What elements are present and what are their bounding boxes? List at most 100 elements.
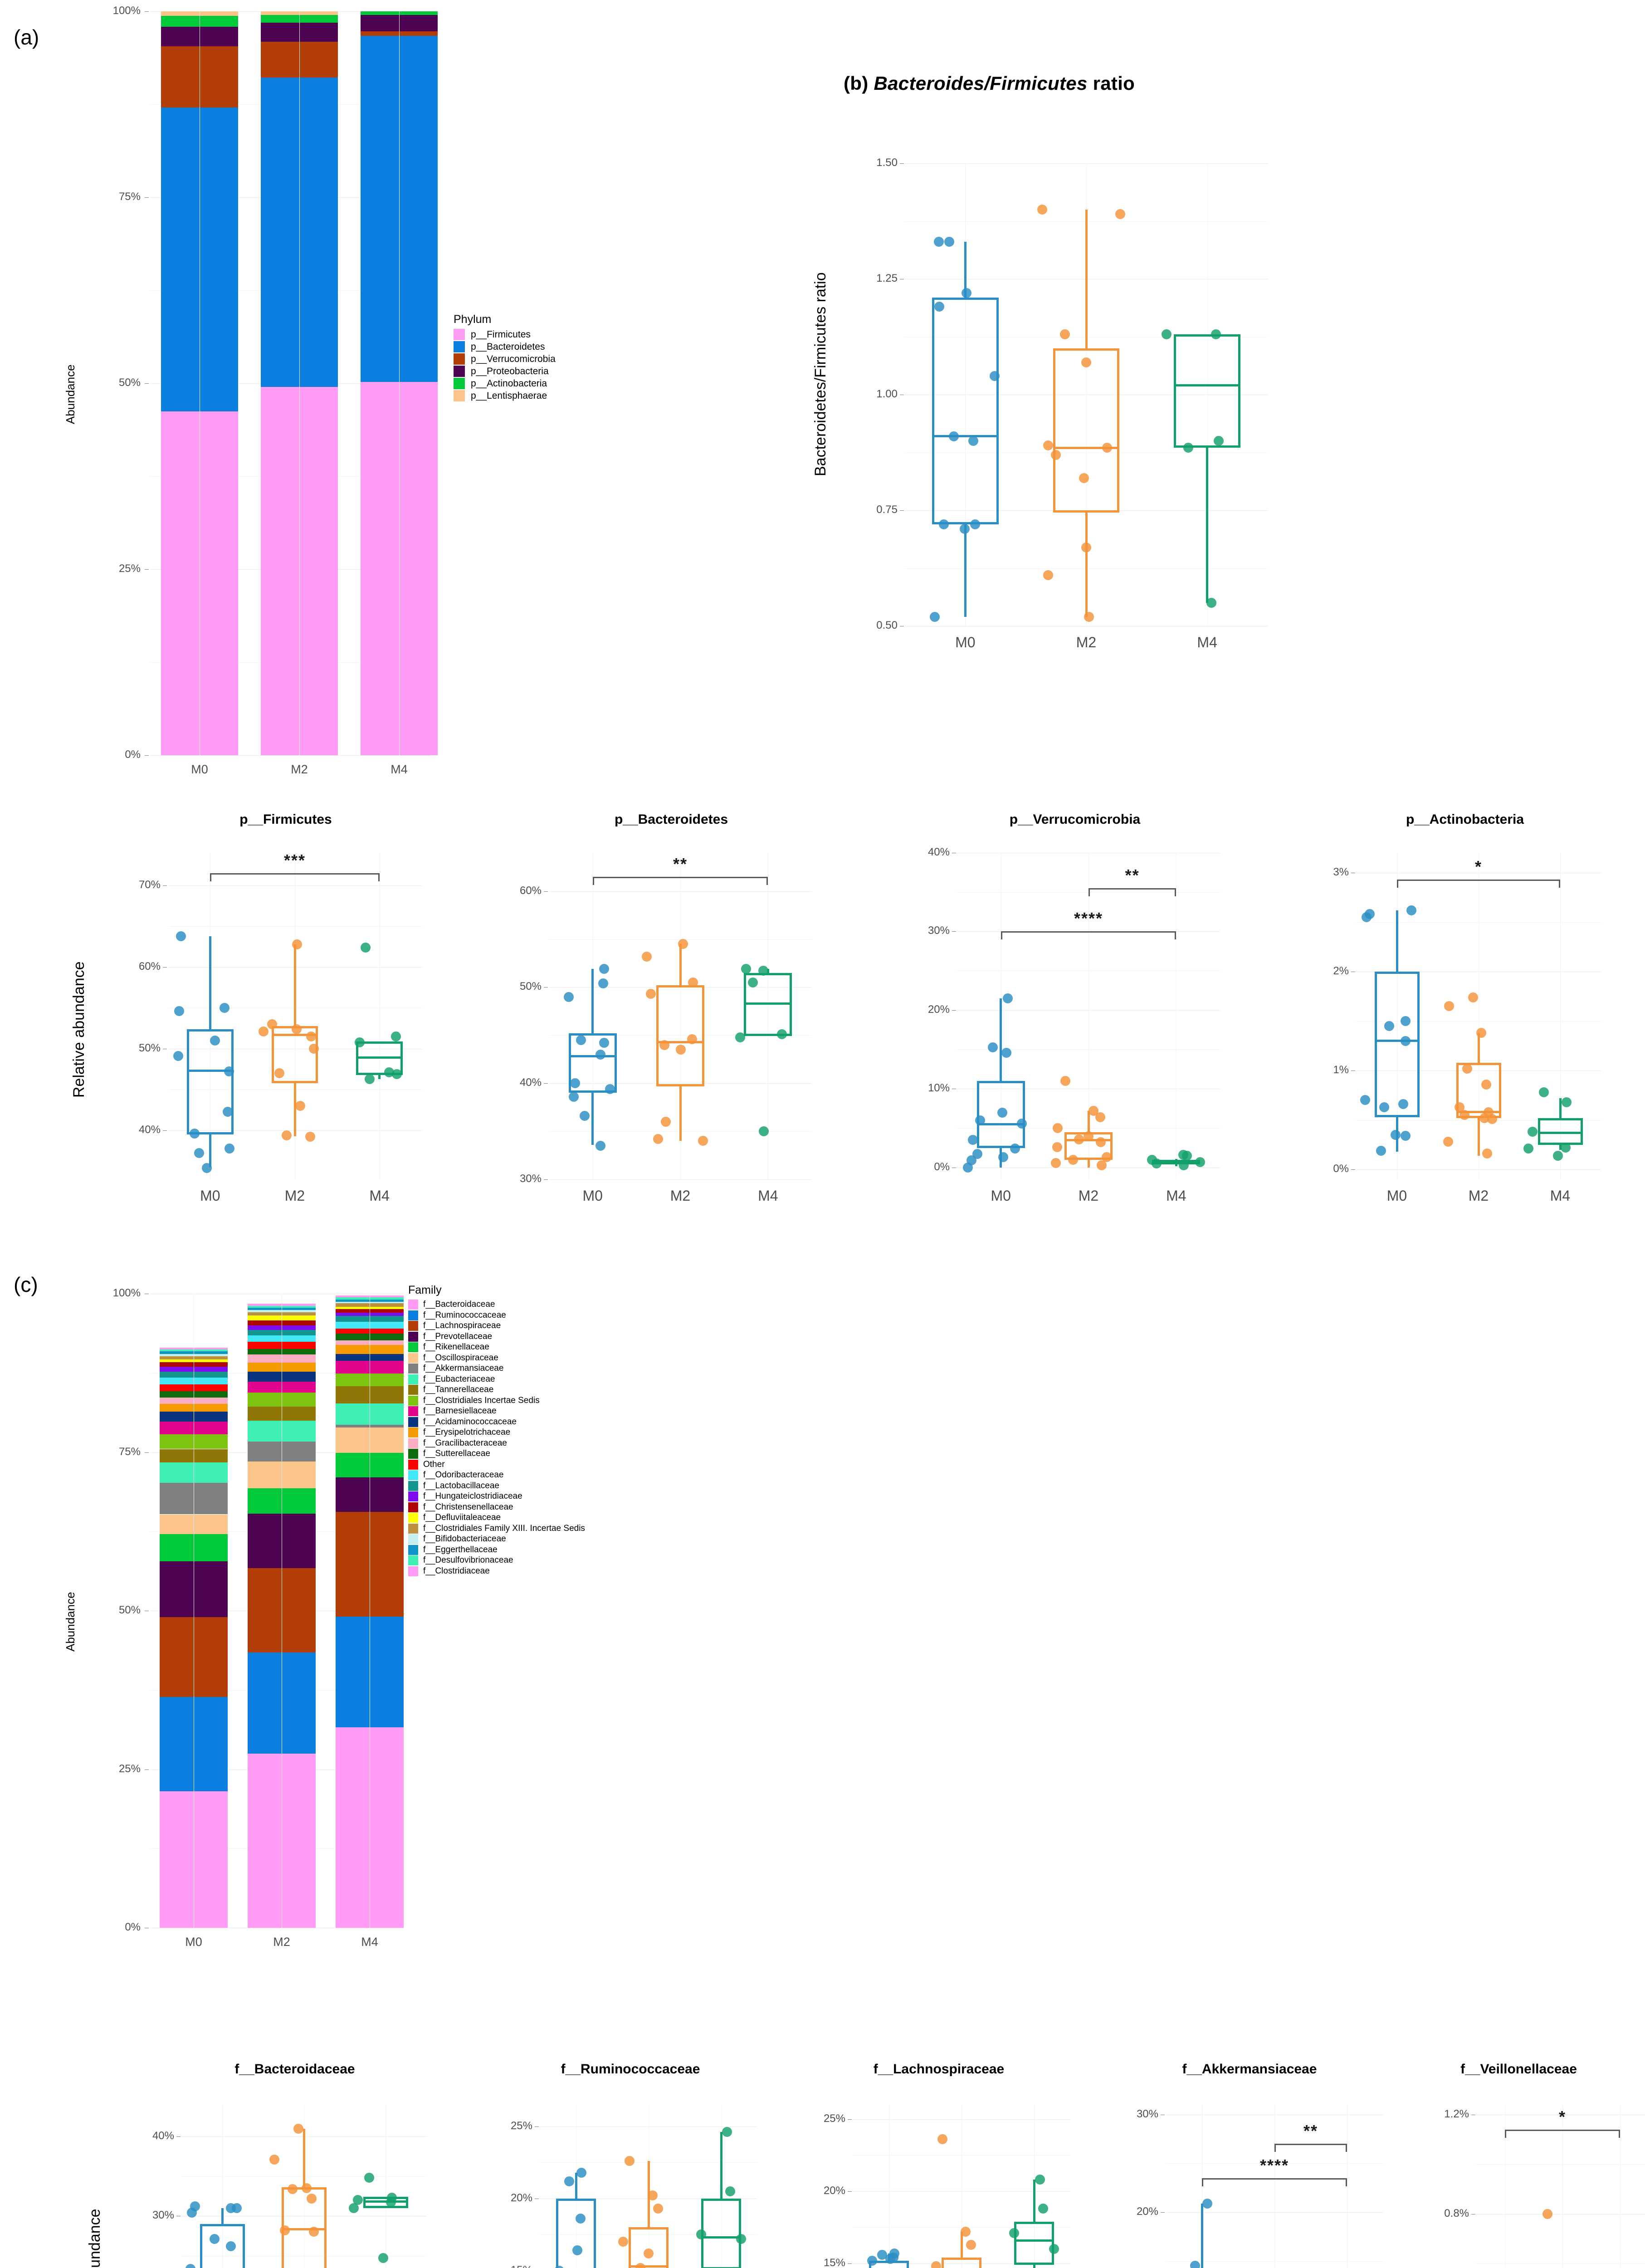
legend-item[interactable]: f__Barnesiellaceae (408, 1406, 585, 1417)
whisker-upper (964, 242, 966, 298)
legend-item[interactable]: Other (408, 1459, 585, 1470)
legend-label: f__Barnesiellaceae (423, 1406, 497, 1416)
legend-item[interactable]: f__Bifidobacteriaceae (408, 1534, 585, 1545)
data-point (1379, 1102, 1389, 1112)
whisker-upper (1000, 998, 1002, 1081)
data-point (1195, 1157, 1206, 1167)
legend-item[interactable]: f__Ruminococcaceae (408, 1310, 585, 1321)
legend-item[interactable]: p__Proteobacteria (454, 366, 556, 377)
legend-item[interactable]: p__Firmicutes (454, 329, 556, 340)
x-tick-label: M2 (1076, 634, 1097, 650)
x-tick-label: M0 (1386, 1188, 1407, 1204)
data-point (1016, 1118, 1027, 1129)
significance-stars: **** (1259, 2156, 1289, 2175)
data-point (722, 2127, 732, 2137)
y-tick-mark (900, 163, 904, 164)
box (932, 297, 999, 524)
y-tick-label: 100% (112, 1287, 141, 1299)
panel-b-title-italic: Bacteroides/Firmicutes (874, 73, 1088, 94)
data-point (392, 1069, 402, 1079)
legend-label: f__Lachnospiraceae (423, 1321, 501, 1331)
legend-item[interactable]: f__Eubacteriaceae (408, 1374, 585, 1385)
x-gridline (299, 11, 300, 755)
legend-item[interactable]: f__Prevotellaceae (408, 1331, 585, 1342)
data-point (1398, 1099, 1408, 1110)
legend-item[interactable]: p__Verrucomicrobia (454, 353, 556, 365)
legend-item[interactable]: f__Desulfovibrionaceae (408, 1555, 585, 1566)
legend-label: f__Clostridiales Family XIII. Incertae S… (423, 1523, 585, 1533)
data-point (1401, 1131, 1411, 1141)
data-point (1401, 1016, 1411, 1026)
data-point (1553, 1150, 1563, 1161)
legend-item[interactable]: f__Christensenellaceae (408, 1502, 585, 1513)
legend-item[interactable]: f__Clostridiales Family XIII. Incertae S… (408, 1523, 585, 1534)
plot-title: p__Firmicutes (239, 812, 332, 827)
whisker-lower (293, 1083, 296, 1136)
legend-item[interactable]: f__Sutterellaceae (408, 1449, 585, 1459)
data-point (998, 1152, 1008, 1163)
legend-item[interactable]: f__Acidaminococcaceae (408, 1417, 585, 1427)
median-line (976, 1123, 1025, 1126)
data-point (1178, 1160, 1189, 1170)
legend-item[interactable]: f__Erysipelotrichaceae (408, 1427, 585, 1438)
data-point (1060, 329, 1070, 340)
data-point (1096, 1160, 1107, 1170)
median-line (363, 2200, 408, 2203)
data-point (293, 2123, 303, 2134)
legend-swatch (454, 353, 465, 365)
whisker-lower (1033, 2265, 1035, 2268)
box (1538, 1118, 1583, 1145)
legend-item[interactable]: f__Clostridiales Incertae Sedis (408, 1395, 585, 1406)
data-point (1181, 1150, 1192, 1161)
data-point (1376, 1145, 1386, 1156)
data-point (1468, 992, 1478, 1002)
legend-item[interactable]: f__Bacteroidaceae (408, 1300, 585, 1310)
data-point (1542, 2209, 1552, 2219)
whisker-upper (1201, 2203, 1203, 2268)
data-point (568, 1091, 579, 1102)
legend-label: p__Bacteroidetes (471, 341, 545, 352)
legend-swatch (454, 329, 465, 340)
legend-item[interactable]: p__Actinobacteria (454, 378, 556, 389)
significance-bracket-tick (1397, 879, 1398, 888)
legend-item[interactable]: f__Gracilibacteraceae (408, 1438, 585, 1449)
legend-item[interactable]: f__Tannerellaceae (408, 1385, 585, 1395)
data-point (944, 237, 955, 247)
data-point (281, 1130, 292, 1140)
legend-item[interactable]: f__Oscillospiraceae (408, 1353, 585, 1364)
legend-item[interactable]: f__Hungateiclostridiaceae (408, 1491, 585, 1502)
whisker-lower (964, 524, 966, 617)
legend-item[interactable]: p__Lentisphaerae (454, 390, 556, 401)
y-gridline (549, 1179, 812, 1180)
legend-swatch (408, 1481, 418, 1491)
y-tick-label: 20% (510, 2191, 532, 2204)
data-point (1088, 1106, 1098, 1116)
legend-item[interactable]: p__Bacteroidetes (454, 341, 556, 352)
data-point (598, 978, 609, 988)
y-tick-label: 1% (1333, 1064, 1349, 1076)
data-point (653, 2204, 664, 2214)
legend-item[interactable]: f__Lactobacillaceae (408, 1481, 585, 1491)
data-point (675, 1045, 686, 1055)
y-tick-mark (848, 2263, 852, 2264)
data-point (735, 1032, 745, 1042)
legend-item[interactable]: f__Defluviitaleaceae (408, 1513, 585, 1523)
x-gridline (1560, 853, 1561, 1179)
legend-label: f__Acidaminococcaceae (423, 1417, 517, 1427)
legend-item[interactable]: f__Rikenellaceae (408, 1342, 585, 1353)
box (187, 1029, 234, 1134)
legend-item[interactable]: f__Clostridiaceae (408, 1566, 585, 1577)
legend-item[interactable]: f__Eggerthellaceae (408, 1545, 585, 1555)
data-point (1161, 329, 1172, 340)
data-point (391, 1031, 401, 1041)
data-point (1391, 1129, 1401, 1140)
legend-item[interactable]: f__Odoribacteraceae (408, 1470, 585, 1481)
data-point (176, 931, 186, 941)
legend-item[interactable]: f__Akkermansiaceae (408, 1364, 585, 1374)
data-point (642, 951, 652, 962)
plot-title: p__Verrucomicrobia (1009, 812, 1141, 827)
legend-swatch (408, 1449, 418, 1459)
legend-item[interactable]: f__Lachnospiraceae (408, 1321, 585, 1331)
legend: Family f__Bacteroidaceae f__Ruminococcacea… (408, 1284, 585, 1577)
